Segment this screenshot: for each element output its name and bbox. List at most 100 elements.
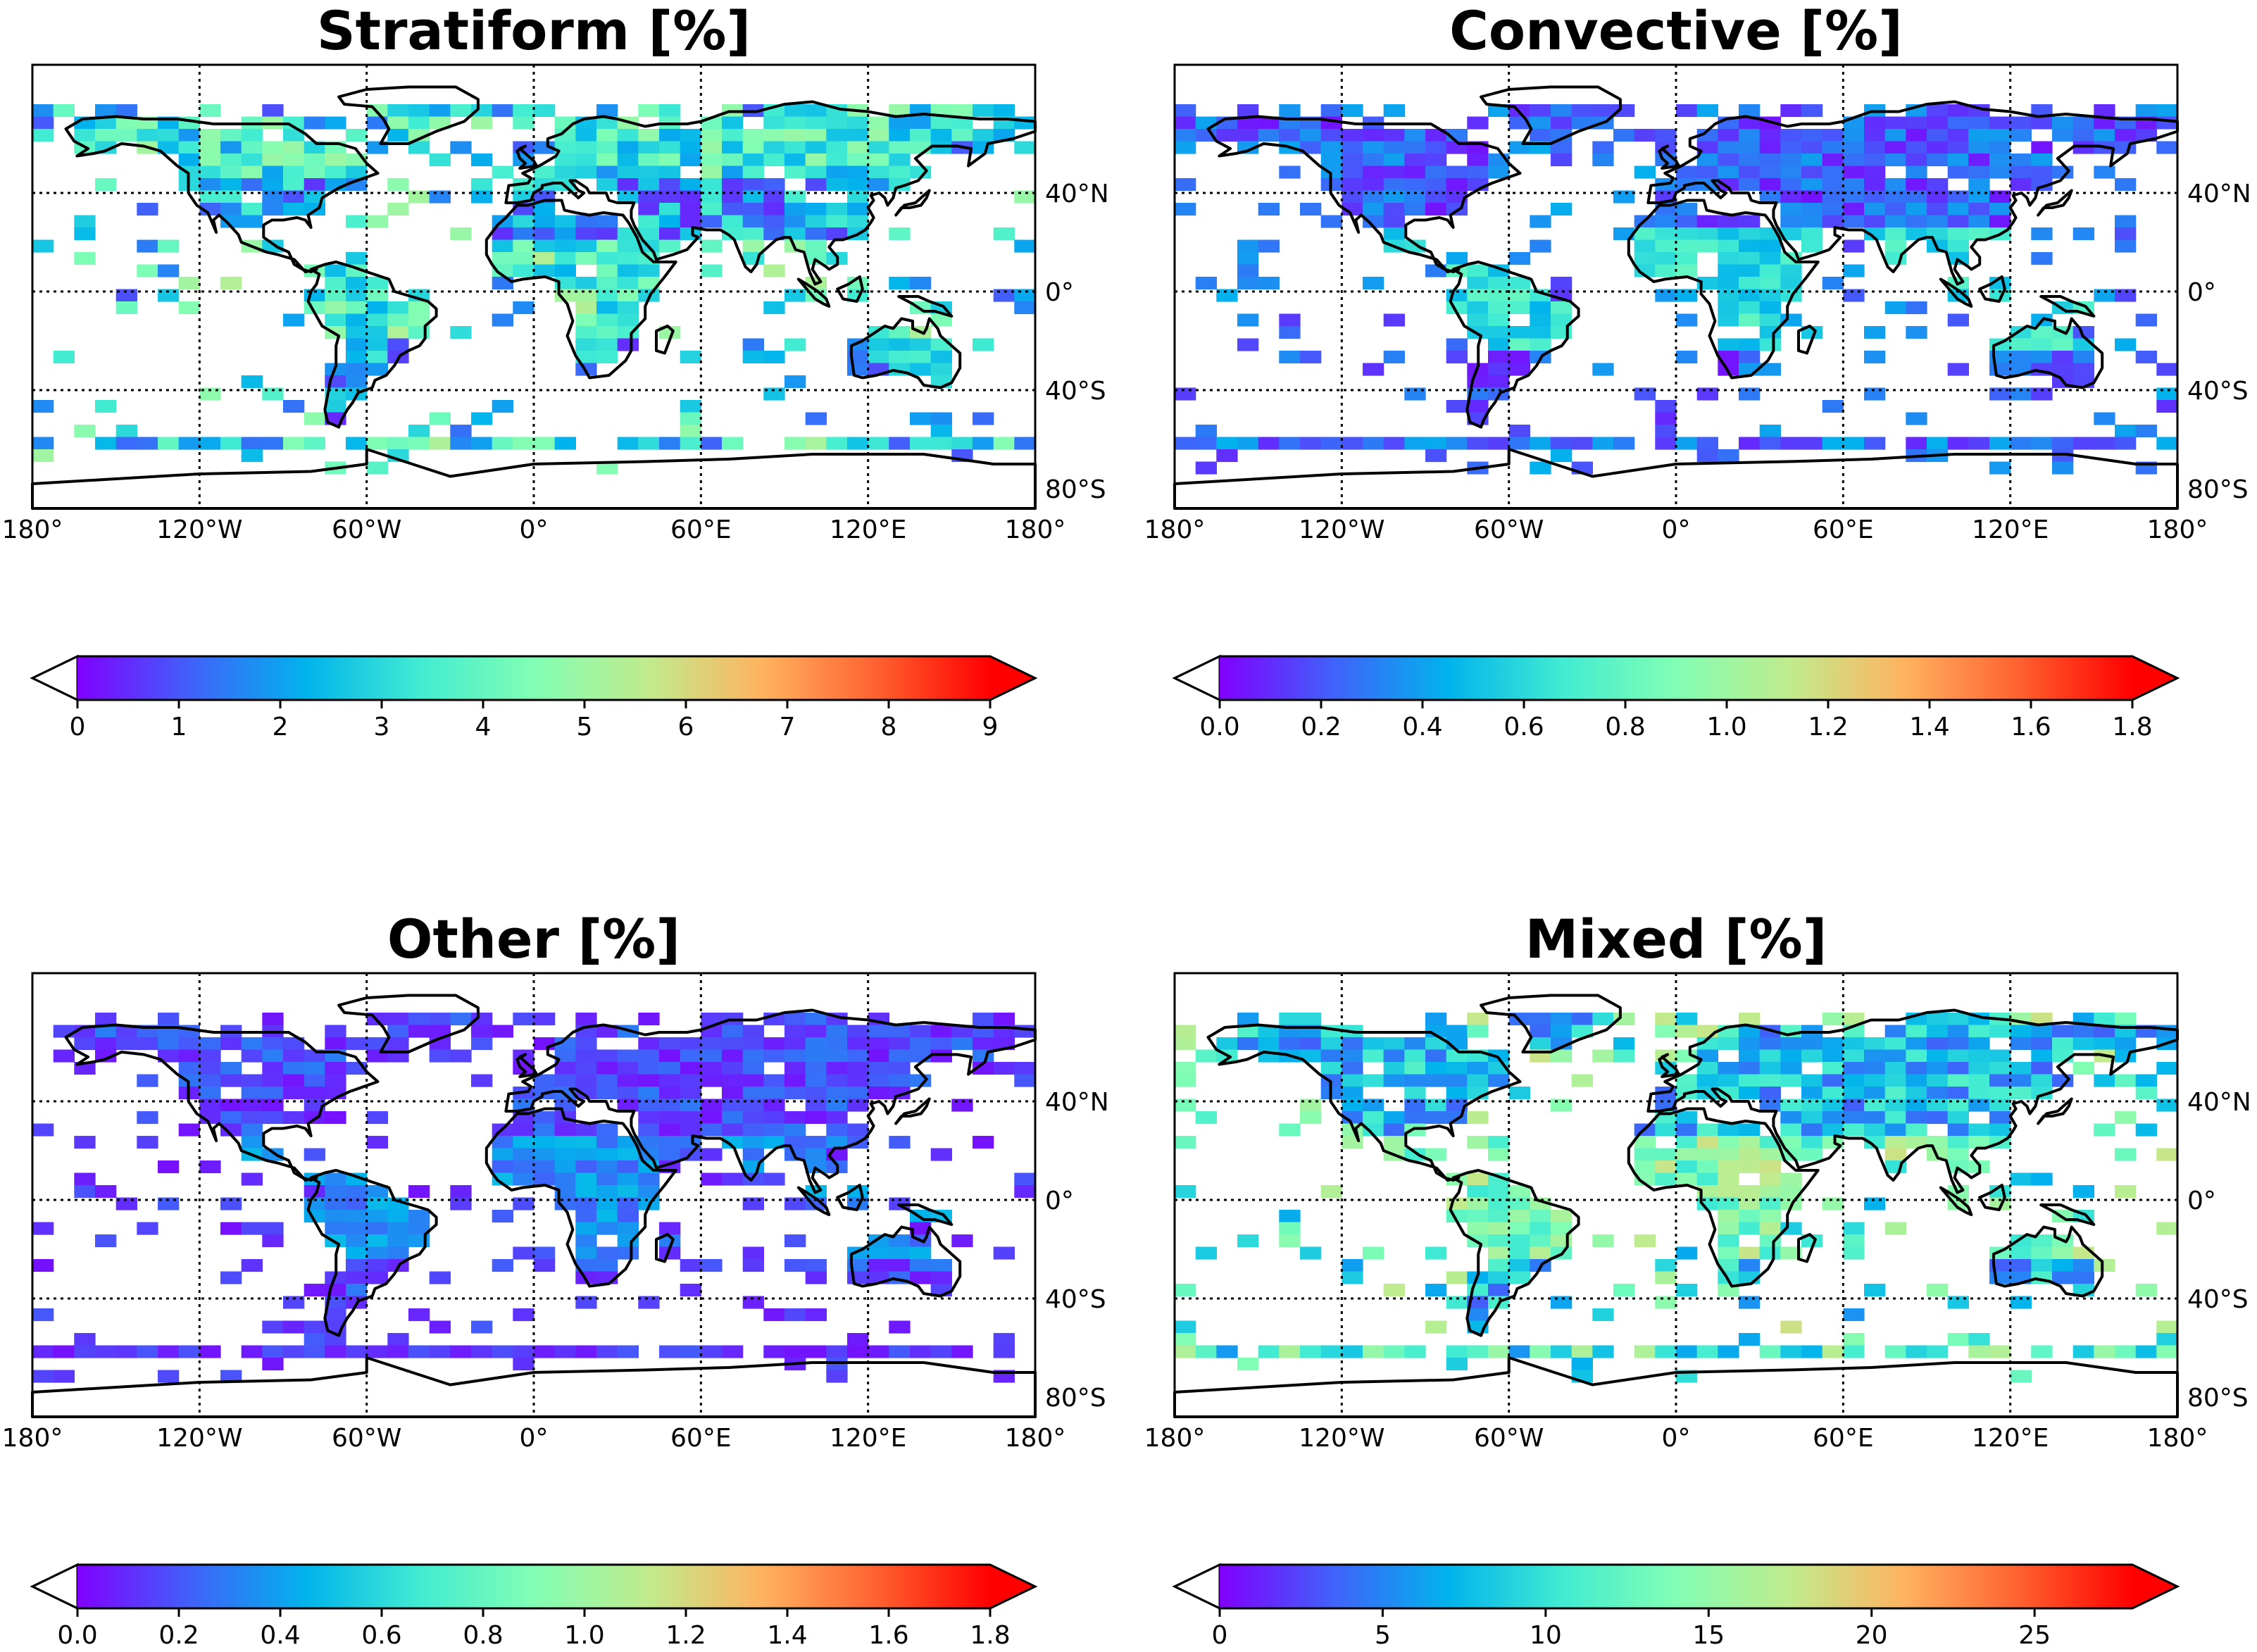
grid-cell [763, 1136, 785, 1149]
grid-cell [659, 190, 681, 204]
grid-cell [1759, 1074, 1781, 1087]
grid-cell [220, 277, 242, 290]
grid-cell [220, 165, 242, 179]
grid-cell [1467, 1074, 1489, 1087]
grid-cell [1739, 165, 1761, 179]
grid-cell [1216, 437, 1238, 450]
grid-cell [617, 301, 639, 315]
grid-cell [387, 129, 409, 142]
grid-cell [1279, 165, 1301, 179]
grid-cell [450, 425, 472, 438]
grid-cell [2115, 425, 2137, 438]
grid-cell [283, 1037, 305, 1051]
grid-cell [137, 1222, 158, 1235]
grid-cell [471, 1320, 493, 1334]
grid-cell [1363, 215, 1384, 228]
grid-cell [241, 1136, 263, 1149]
grid-cell [596, 351, 618, 364]
grid-cell [826, 1062, 848, 1075]
grid-cell [220, 215, 242, 228]
grid-cell [1467, 437, 1489, 450]
grid-cell [722, 1111, 744, 1125]
grid-cell [638, 1136, 660, 1149]
grid-cell [1634, 1345, 1656, 1358]
grid-cell [471, 412, 493, 425]
grid-cell [1237, 116, 1259, 130]
grid-cell [722, 1123, 744, 1137]
grid-cell [1822, 277, 1844, 290]
coastline-path [894, 189, 931, 217]
grid-cell [1425, 165, 1447, 179]
grid-cell [1718, 252, 1739, 265]
grid-cell [1342, 104, 1363, 118]
grid-cell [1342, 1062, 1363, 1075]
grid-cell [910, 277, 932, 290]
grid-cell [178, 1345, 200, 1358]
grid-cell [1383, 1123, 1405, 1137]
grid-cell [1446, 400, 1468, 413]
grid-cell [283, 178, 305, 192]
grid-cell [304, 1148, 325, 1161]
grid-cell [1175, 178, 1196, 192]
grid-cell [74, 252, 96, 265]
grid-cell [575, 154, 597, 167]
grid-cell [973, 338, 994, 351]
coastline-path [655, 325, 675, 355]
grid-cell [659, 104, 681, 118]
grid-cell [1634, 1136, 1656, 1149]
grid-cell [325, 1222, 346, 1235]
grid-cell [1718, 227, 1739, 241]
grid-cell [554, 239, 576, 253]
coastline [31, 85, 1037, 510]
coastline-path [1449, 261, 1580, 429]
grid-cell [596, 154, 618, 167]
grid-cell [1884, 227, 1906, 241]
grid-cell [2052, 1259, 2074, 1272]
grid-cell [325, 1308, 346, 1322]
grid-cell [241, 1123, 263, 1137]
grid-cell [1551, 1296, 1573, 1309]
grid-cell [868, 1087, 889, 1100]
latitude-tick-label: 0° [1045, 278, 1074, 307]
grid-cell [1927, 203, 1949, 216]
grid-cell [638, 154, 660, 167]
colorbar-tick-label: 4 [475, 713, 492, 741]
grid-cell [2010, 154, 2032, 167]
grid-cell [220, 1111, 242, 1125]
grid-cell [325, 1037, 346, 1051]
grid-cell [910, 412, 932, 425]
grid-cell [596, 461, 618, 475]
grid-cell [137, 203, 158, 216]
grid-cell [930, 141, 952, 154]
grid-cell [910, 1037, 932, 1051]
grid-cell [53, 104, 75, 118]
grid-cell [199, 1345, 221, 1358]
grid-cell [930, 1148, 952, 1161]
grid-cell [1801, 1037, 1823, 1051]
grid-cell [2135, 1284, 2157, 1297]
grid-cell [1551, 203, 1573, 216]
grid-cell [680, 1123, 701, 1137]
grid-cell [325, 277, 346, 290]
coastline-path [337, 994, 480, 1053]
grid-cell [930, 313, 952, 327]
grid-cell [973, 1136, 994, 1149]
coastline-path [1978, 275, 2006, 303]
grid-cell [471, 104, 493, 118]
grid-cell [1655, 264, 1677, 277]
grid-cell [1508, 363, 1530, 376]
map-frame [1173, 972, 2179, 1418]
grid-cell [930, 412, 952, 425]
grid-cell [1300, 1345, 1322, 1358]
grid-cell [575, 1049, 597, 1063]
grid-cell [1592, 104, 1614, 118]
grid-cell [1425, 1111, 1447, 1125]
grid-cell [1655, 129, 1677, 142]
grid-cell [2072, 116, 2094, 130]
grid-cell [596, 326, 618, 339]
grid-cell [826, 1345, 848, 1358]
grid-cell [1175, 1185, 1196, 1199]
longitude-tick-label: 60°W [1474, 1424, 1544, 1453]
grid-cell [1488, 1246, 1510, 1260]
grid-cell [534, 1246, 556, 1260]
